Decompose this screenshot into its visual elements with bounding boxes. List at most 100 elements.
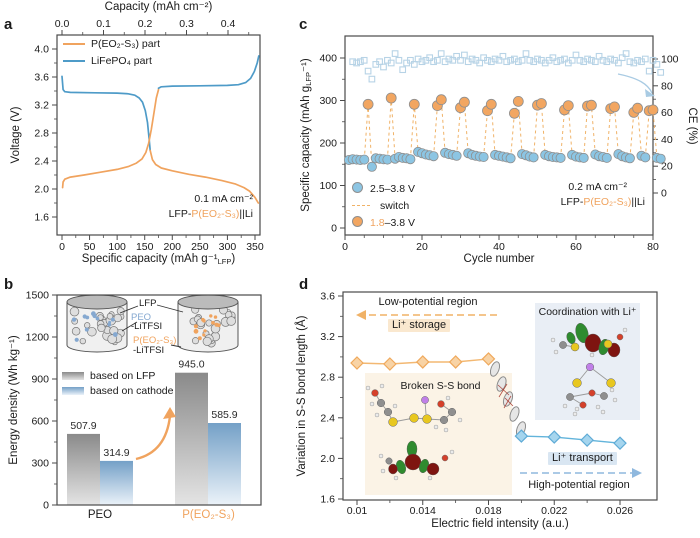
svg-text:0.018: 0.018	[475, 505, 501, 517]
svg-text:80: 80	[647, 241, 659, 253]
legend-line-orange-icon	[63, 43, 85, 46]
svg-text:4.0: 4.0	[34, 44, 49, 56]
svg-text:0.4: 0.4	[221, 18, 236, 30]
svg-text:20: 20	[416, 241, 428, 253]
panel-a-current-annotation: 0.1 mA cm⁻²	[194, 193, 253, 205]
svg-text:40: 40	[661, 134, 673, 146]
svg-text:2.0: 2.0	[34, 184, 49, 196]
panel-c-letter: c	[299, 16, 308, 33]
inset-label-peos: P(EO₂-S₃)	[133, 335, 177, 346]
svg-text:300: 300	[319, 95, 337, 107]
coordination-label: Coordination with Li⁺	[538, 306, 637, 318]
panel-c-legend: 2.5–3.8 V switch 1.8–3.8 V	[352, 182, 415, 234]
svg-text:0.3: 0.3	[179, 18, 194, 30]
svg-text:2.8: 2.8	[320, 372, 335, 384]
panel-c-xlabel: Cycle number	[463, 253, 535, 265]
li-transport-chip: Li⁺ transport	[548, 452, 617, 466]
svg-text:60: 60	[570, 241, 582, 253]
svg-text:2.4: 2.4	[320, 412, 335, 424]
inset-label-peos-salt: -LiTFSI	[133, 345, 165, 356]
panel-b-letter: b	[4, 276, 14, 293]
legend-blue-swatch-icon	[62, 386, 84, 395]
svg-text:600: 600	[31, 416, 49, 428]
svg-text:400: 400	[319, 53, 337, 65]
panel-b-category-peo: PEO	[87, 509, 113, 521]
svg-text:2.4: 2.4	[34, 156, 49, 168]
panel-b-chart: 0 300 600 900 1200 1500 507.9 945.0 314.9 585.9	[26, 290, 262, 512]
svg-text:3.6: 3.6	[320, 291, 335, 303]
svg-text:300: 300	[219, 241, 237, 253]
panel-c-cell-annotation: LFP-P(EO₂-S₃)||Li	[560, 196, 645, 208]
panel-d-letter: d	[299, 276, 309, 293]
legend-label: P(EO₂-S₃) part	[91, 38, 161, 50]
svg-text:150: 150	[136, 241, 154, 253]
panel-a-xlabel: Specific capacity (mAh g⁻¹LFP)	[81, 253, 236, 266]
panel-a-legend: P(EO₂-S₃) part LiFePO₄ part	[63, 38, 160, 71]
panel-b-category-peos: P(EO₂-S₃)	[182, 509, 235, 521]
svg-text:0.026: 0.026	[607, 505, 633, 517]
svg-text:0: 0	[59, 241, 65, 253]
inset-label-peo-salt: -LiTFSI	[131, 321, 163, 332]
panel-c-right-ylabel: CE (%)	[685, 107, 698, 145]
panel-a-cell-annotation: LFP-P(EO₂-S₃)||Li	[168, 208, 253, 220]
legend-orange-dot-icon	[352, 216, 363, 228]
inset-label-peo: PEO	[131, 312, 152, 323]
legend-gray-swatch-icon	[62, 372, 84, 380]
panel-b-legend: based on LFP based on cathode	[62, 370, 174, 401]
inset-label-lfp: LFP	[139, 298, 157, 309]
legend-blue-dot-icon	[352, 182, 363, 193]
panel-c-chart: 0 20 40 60 80 0 100 200 300 400 0 20 40 60 80 100	[319, 35, 679, 253]
svg-text:0.0: 0.0	[55, 18, 70, 30]
legend-switch-dash-icon	[352, 205, 370, 207]
svg-text:0: 0	[331, 223, 337, 235]
svg-text:0.01: 0.01	[347, 505, 368, 517]
high-potential-region-label: High-potential region	[528, 479, 630, 491]
svg-text:0: 0	[661, 188, 667, 200]
svg-text:80: 80	[661, 80, 673, 92]
svg-text:200: 200	[319, 138, 337, 150]
svg-text:3.2: 3.2	[320, 331, 335, 343]
svg-text:945.0: 945.0	[178, 359, 204, 371]
svg-text:0: 0	[342, 241, 348, 253]
svg-text:300: 300	[31, 458, 49, 470]
svg-text:1200: 1200	[26, 332, 50, 344]
svg-text:314.9: 314.9	[103, 447, 129, 459]
svg-text:250: 250	[191, 241, 209, 253]
broken-bond-label: Broken S-S bond	[400, 380, 481, 392]
li-storage-chip: Li⁺ storage	[388, 319, 451, 333]
panel-c-current-annotation: 0.2 mA cm⁻²	[568, 181, 627, 193]
svg-text:0.022: 0.022	[541, 505, 567, 517]
panel-d-ylabel: Variation in S-S bond length (Å)	[296, 315, 309, 477]
svg-text:507.9: 507.9	[70, 420, 96, 432]
svg-text:1.6: 1.6	[320, 494, 335, 506]
svg-text:3.6: 3.6	[34, 72, 49, 84]
panel-c-ylabel: Specific capacity (mAh gLFP⁻¹)	[300, 58, 314, 212]
svg-text:0.2: 0.2	[138, 18, 153, 30]
svg-text:100: 100	[661, 54, 679, 66]
svg-text:1500: 1500	[26, 290, 50, 302]
svg-text:0: 0	[43, 500, 49, 512]
svg-text:100: 100	[108, 241, 126, 253]
coordination-inset-box	[535, 303, 640, 420]
svg-text:2.0: 2.0	[320, 453, 335, 465]
panel-a-letter: a	[4, 16, 13, 33]
svg-text:3.2: 3.2	[34, 100, 49, 112]
svg-text:900: 900	[31, 374, 49, 386]
low-potential-region-label: Low-potential region	[378, 296, 478, 308]
panel-b-ylabel: Energy density (Wh kg⁻¹)	[8, 335, 21, 465]
panel-a-chart: 0 50 100 150 200 250 300 350 0.0 0.1 0.2 0.3 0.4 1.6 2…	[34, 18, 264, 253]
svg-text:20: 20	[661, 161, 673, 173]
svg-text:350: 350	[246, 241, 264, 253]
panel-a-top-axis-title: Capacity (mAh cm⁻²)	[104, 1, 213, 13]
svg-text:585.9: 585.9	[211, 409, 237, 421]
broken-bond-inset-box	[365, 373, 512, 495]
svg-text:60: 60	[661, 107, 673, 119]
panel-d-chart: 0.01 0.014 0.018 0.022 0.026 1.6 2.0 2.4 2.8 3.2 3…	[320, 291, 658, 517]
panel-a-ylabel: Voltage (V)	[10, 106, 23, 164]
svg-text:50: 50	[84, 241, 96, 253]
legend-label: LiFePO₄ part	[91, 54, 152, 67]
svg-text:0.014: 0.014	[410, 505, 436, 517]
svg-text:2.8: 2.8	[34, 128, 49, 140]
